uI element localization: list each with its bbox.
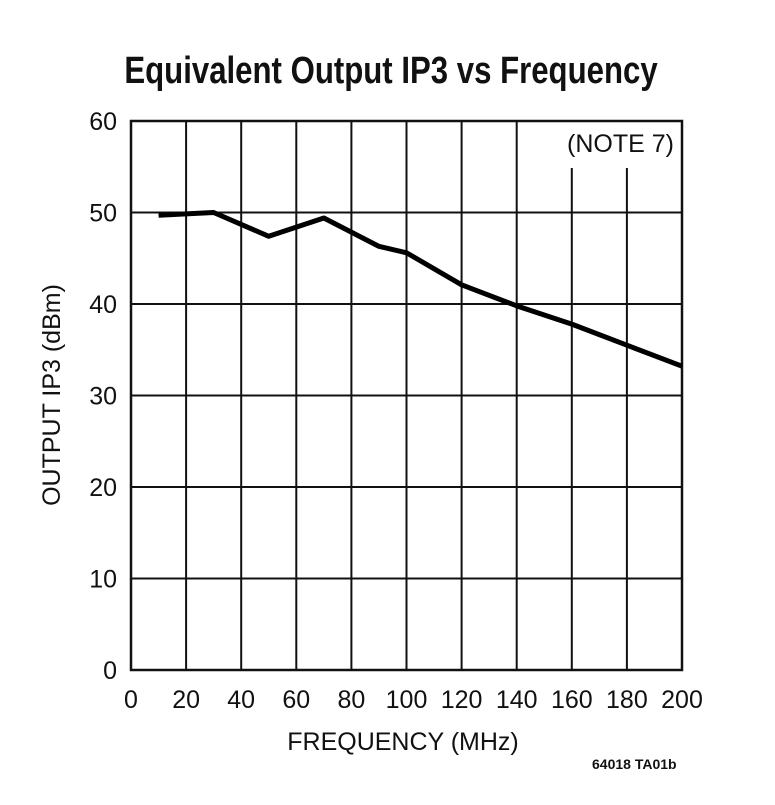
x-tick-label: 20: [172, 686, 200, 714]
x-tick-label: 180: [606, 686, 648, 714]
x-tick-label: 0: [124, 686, 138, 714]
y-axis-label: OUTPUT IP3 (dBm): [38, 284, 66, 506]
x-axis-label: FREQUENCY (MHz): [287, 728, 518, 756]
x-tick-label: 120: [441, 686, 483, 714]
y-tick-label: 20: [89, 474, 117, 502]
figure-code: 64018 TA01b: [592, 756, 677, 772]
y-tick-label: 60: [89, 108, 117, 136]
y-tick-label: 10: [89, 566, 117, 594]
series-line: [158, 210, 683, 369]
plot-frame: [129, 119, 684, 672]
chart-title: Equivalent Output IP3 vs Frequency: [124, 50, 658, 92]
note-annotation: (NOTE 7): [567, 130, 674, 158]
x-tick-label: 200: [661, 686, 703, 714]
y-tick-label: 50: [89, 200, 117, 228]
x-tick-label: 60: [282, 686, 310, 714]
y-tick-label: 30: [89, 383, 117, 411]
y-tick-label: 0: [103, 657, 117, 685]
x-tick-label: 160: [551, 686, 593, 714]
x-tick-label: 140: [496, 686, 538, 714]
x-tick-label: 80: [337, 686, 365, 714]
x-tick-label: 40: [227, 686, 255, 714]
y-tick-label: 40: [89, 291, 117, 319]
x-tick-label: 100: [386, 686, 428, 714]
